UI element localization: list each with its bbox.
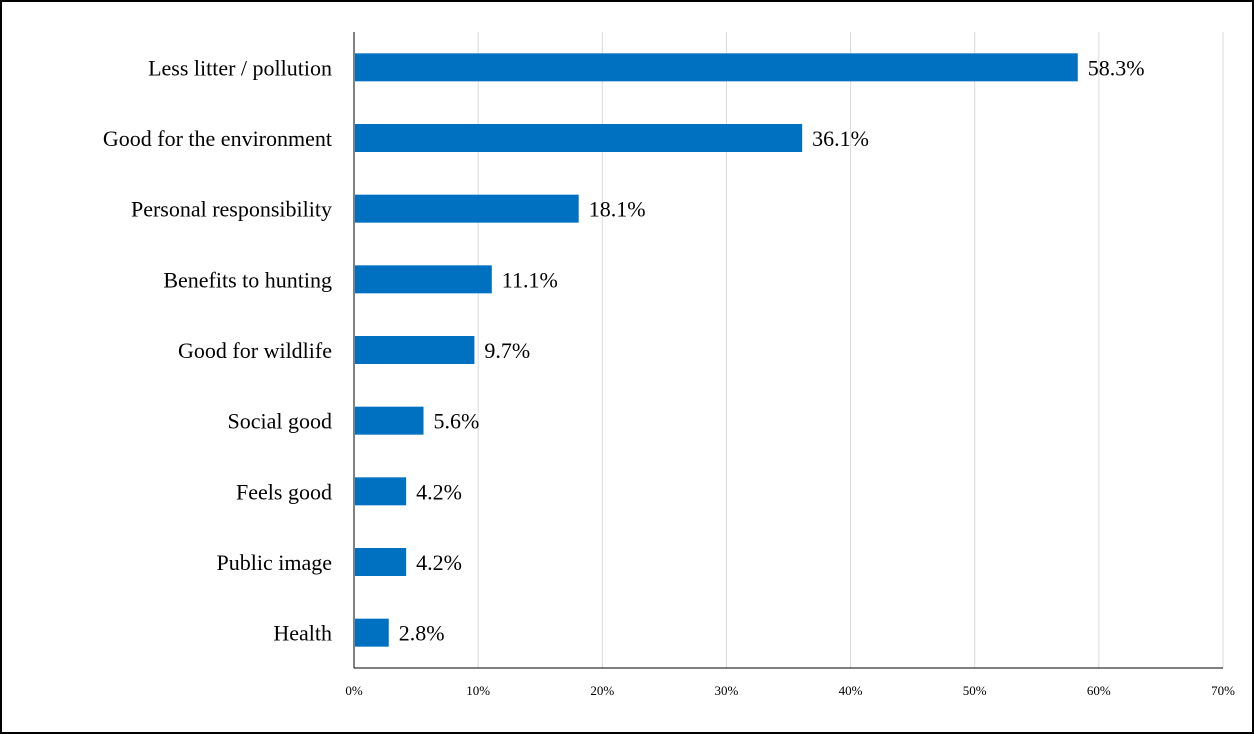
x-tick-label: 20% — [590, 683, 614, 698]
data-label: 5.6% — [434, 409, 480, 434]
data-label: 11.1% — [502, 267, 558, 292]
bar — [355, 336, 475, 364]
category-label: Social good — [228, 409, 333, 434]
bar — [355, 265, 492, 294]
axes — [353, 32, 1223, 669]
bar — [355, 53, 1078, 82]
data-label: 36.1% — [812, 126, 869, 151]
data-label: 58.3% — [1088, 55, 1145, 80]
labels: 0% 10% 20% 30% 40% 50% 60% 70% Less litter / pol… — [103, 55, 1235, 698]
category-label: Health — [273, 621, 332, 646]
x-tick-label: 0% — [345, 683, 363, 698]
data-label: 2.8% — [399, 621, 445, 646]
bar — [355, 406, 424, 435]
category-label: Less litter / pollution — [148, 55, 332, 80]
bar — [355, 618, 389, 647]
data-label: 9.7% — [484, 338, 530, 363]
bars — [355, 53, 1078, 647]
bar — [355, 124, 803, 152]
data-label: 18.1% — [589, 197, 646, 222]
data-label: 4.2% — [416, 479, 462, 504]
x-tick-label: 10% — [466, 683, 490, 698]
bar — [355, 548, 407, 576]
x-tick-label: 40% — [839, 683, 863, 698]
x-tick-label: 30% — [715, 683, 739, 698]
data-label: 4.2% — [416, 550, 462, 575]
bar — [355, 477, 407, 506]
category-label: Benefits to hunting — [163, 267, 332, 292]
category-label: Good for wildlife — [178, 338, 332, 363]
bar — [355, 194, 579, 223]
x-tick-label: 60% — [1087, 683, 1111, 698]
category-label: Personal responsibility — [131, 197, 332, 222]
category-label: Good for the environment — [103, 126, 332, 151]
x-tick-label: 50% — [963, 683, 987, 698]
x-tick-label: 70% — [1211, 683, 1235, 698]
category-label: Public image — [217, 550, 332, 575]
category-label: Feels good — [236, 479, 332, 504]
